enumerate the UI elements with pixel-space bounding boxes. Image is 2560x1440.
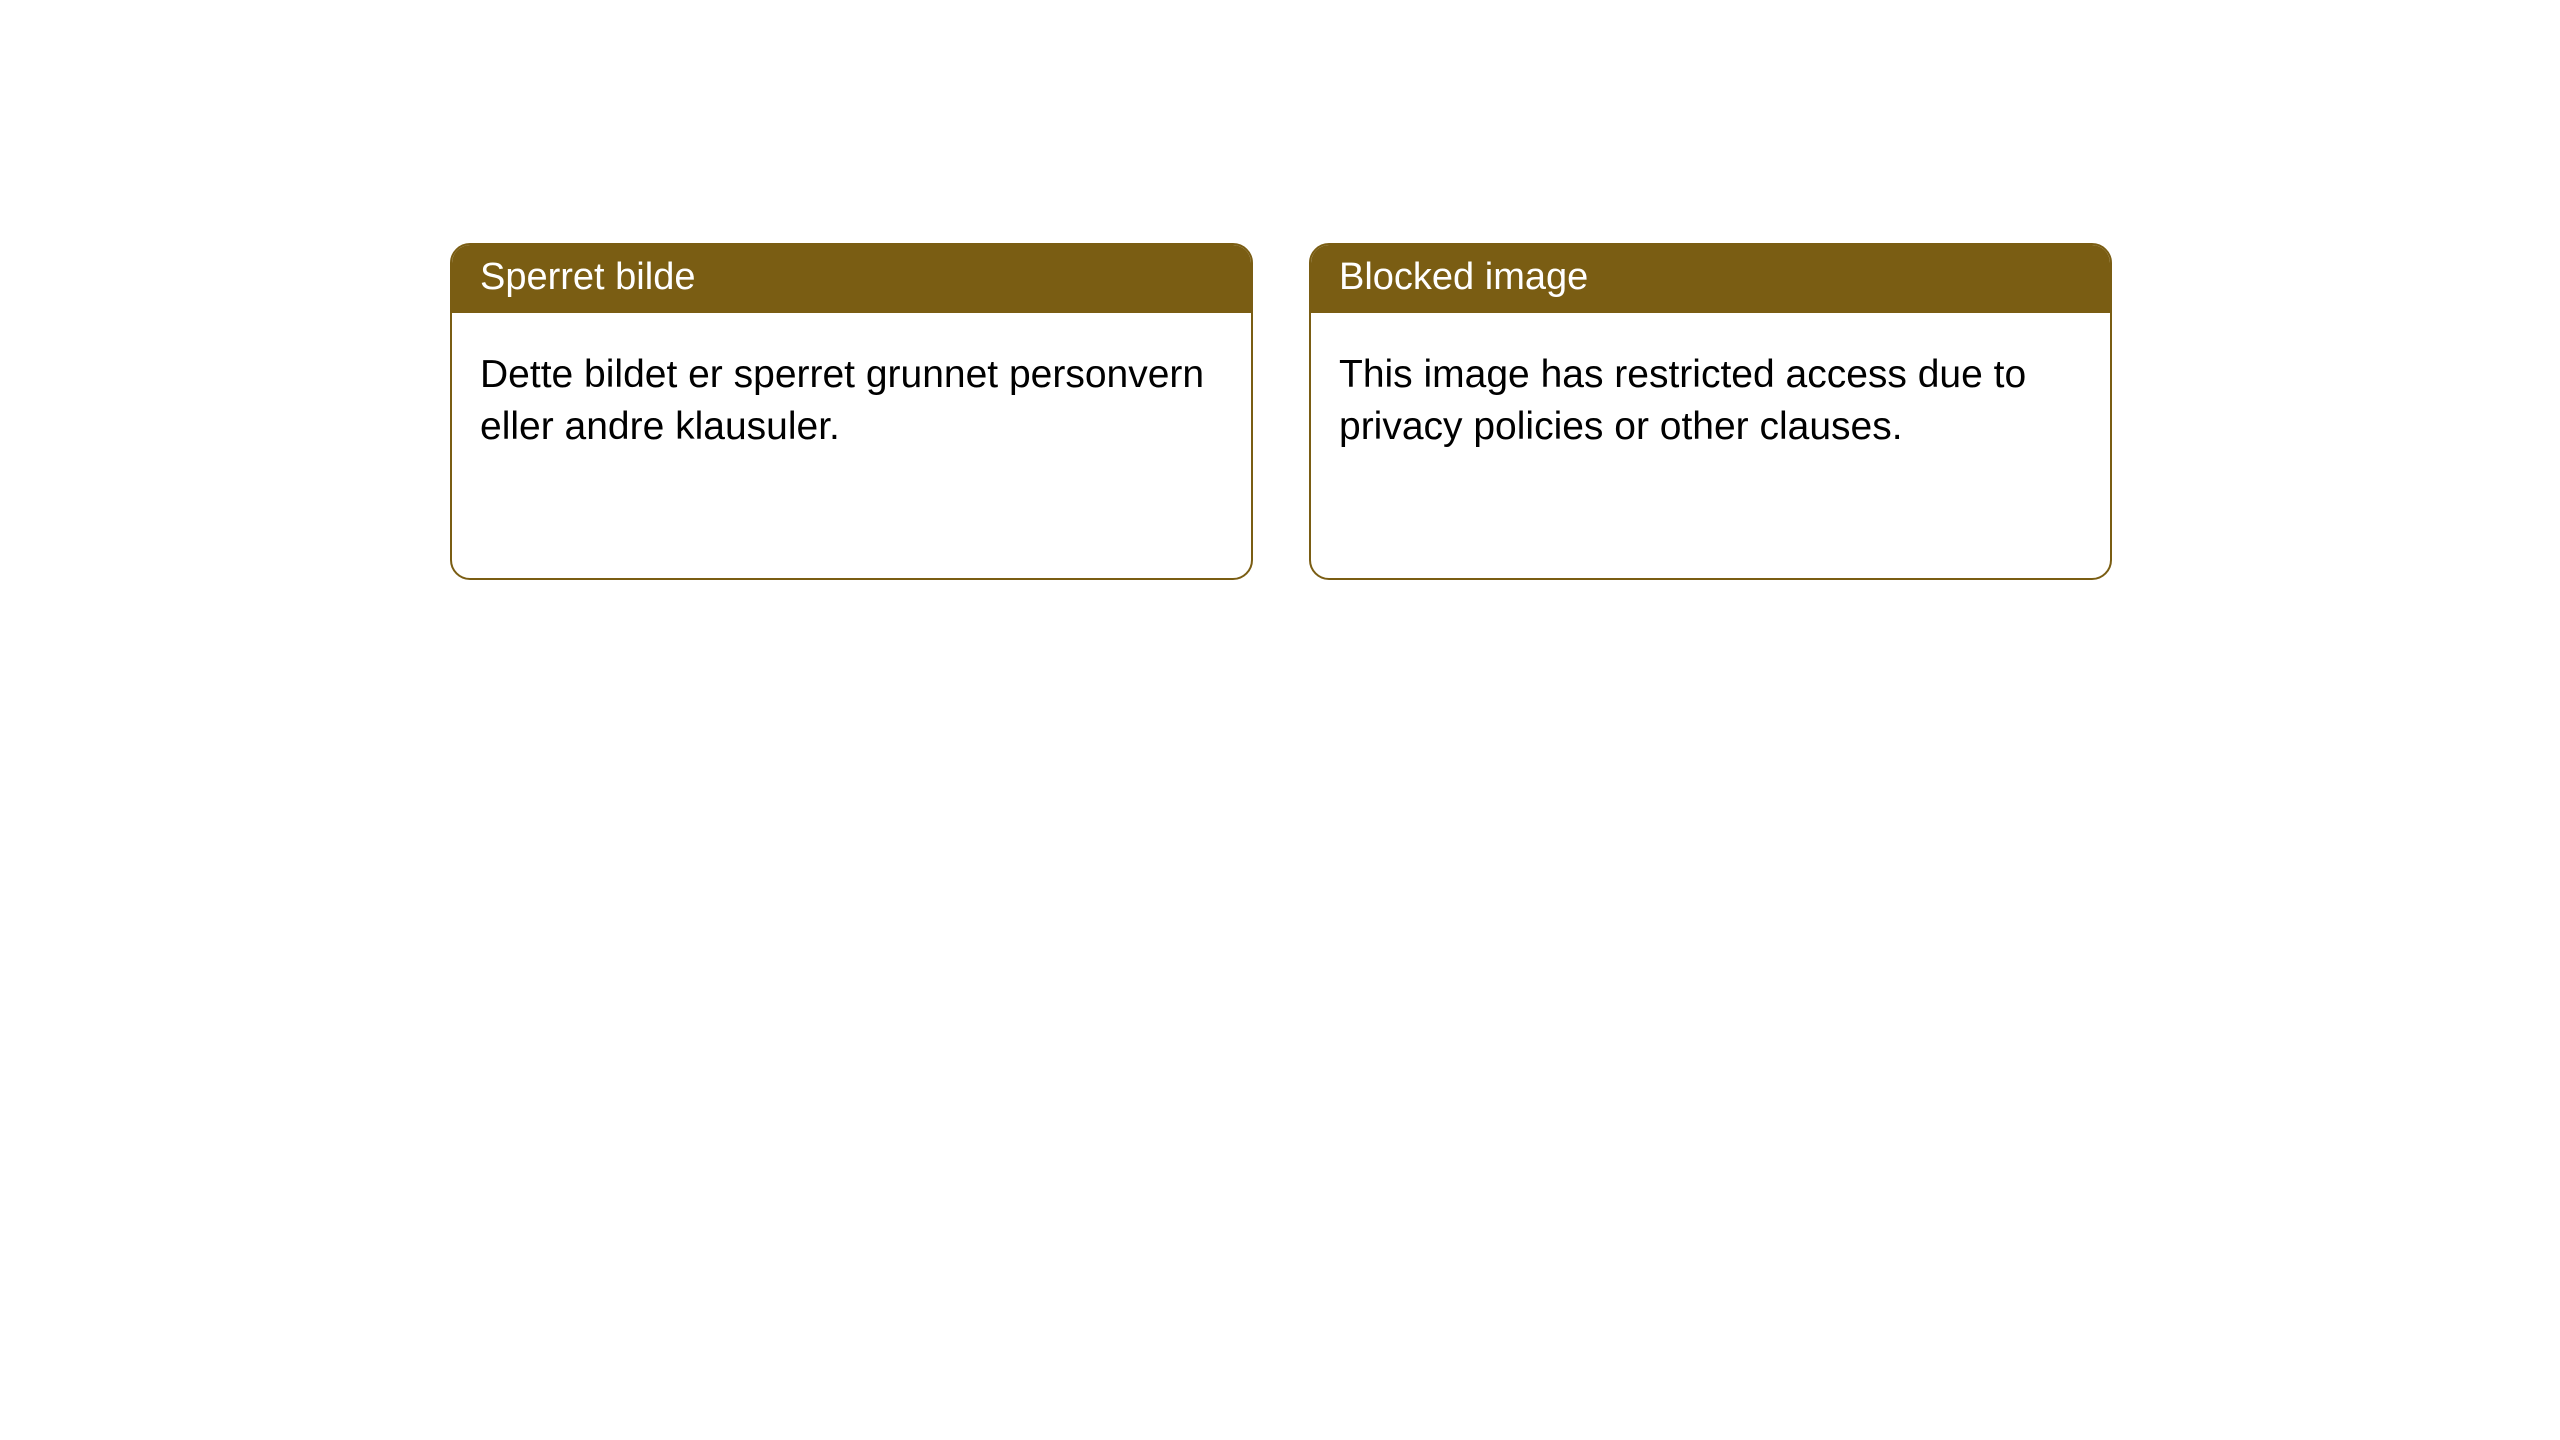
card-header: Blocked image [1311, 245, 2110, 313]
card-body-text: This image has restricted access due to … [1339, 353, 2026, 449]
card-body-text: Dette bildet er sperret grunnet personve… [480, 353, 1204, 449]
card-body: Dette bildet er sperret grunnet personve… [452, 313, 1251, 482]
card-title: Sperret bilde [480, 256, 695, 298]
notice-card-norwegian: Sperret bilde Dette bildet er sperret gr… [450, 243, 1253, 580]
card-header: Sperret bilde [452, 245, 1251, 313]
card-container: Sperret bilde Dette bildet er sperret gr… [0, 0, 2560, 580]
card-body: This image has restricted access due to … [1311, 313, 2110, 482]
notice-card-english: Blocked image This image has restricted … [1309, 243, 2112, 580]
card-title: Blocked image [1339, 256, 1588, 298]
